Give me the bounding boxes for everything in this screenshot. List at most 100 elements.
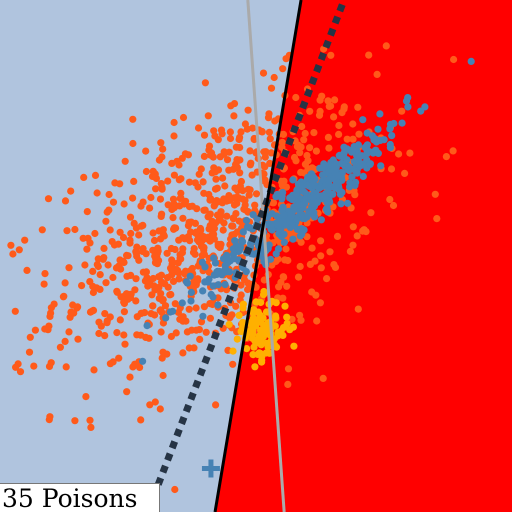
orange-cluster-point [267,84,276,92]
gold-cluster-point [251,363,259,371]
blue-cluster-point [249,211,257,219]
orange-cluster-point [169,214,177,222]
orange-cluster-point [124,252,132,260]
orange-cluster-point [121,340,129,348]
orange-cluster-point [104,261,112,269]
blue-cluster-point [398,119,406,127]
data-points [7,42,475,494]
orange-cluster-point [197,165,205,173]
orange-cluster-point [62,363,70,371]
blue-cluster-point [243,216,251,225]
orange-cluster-point [95,329,103,338]
orange-cluster-point [186,267,194,275]
orange-cluster-point [167,332,175,341]
orange-cluster-point [159,348,167,356]
orange-cluster-point [279,65,287,73]
orange-cluster-point [191,179,199,187]
orange-cluster-point [230,230,238,238]
orange-cluster-point [65,328,73,336]
orange-cluster-point [86,278,94,286]
blue-cluster-point [358,152,366,160]
orange-cluster-point [45,362,54,370]
orange-cluster-point [206,314,214,322]
orange-cluster-point [113,287,121,295]
orange-cluster-point [170,132,178,140]
orange-cluster-point [116,228,124,236]
blue-cluster-point [353,169,361,177]
orange-cluster-point [241,201,249,209]
orange-cluster-point [147,310,155,318]
blue-cluster-point [321,192,329,200]
blue-cluster-point [285,215,294,224]
blue-cluster-point [467,57,475,65]
blue-cluster-point [199,312,207,320]
orange-cluster-point [282,245,290,253]
orange-cluster-point [169,258,177,267]
poison-point-marker [201,459,220,478]
orange-cluster-point [265,110,273,118]
orange-cluster-point [208,149,216,157]
gold-cluster-point [235,311,243,319]
blue-cluster-point [223,253,231,261]
orange-cluster-point [91,171,100,179]
orange-cluster-point [354,305,362,313]
blue-cluster-point [354,141,362,150]
orange-cluster-point [401,169,409,177]
blue-cluster-point [374,125,382,133]
orange-cluster-point [260,177,268,185]
orange-cluster-point [86,416,94,424]
orange-cluster-point [171,300,179,308]
orange-cluster-point [86,239,94,247]
orange-cluster-point [335,121,343,130]
orange-cluster-point [343,135,351,143]
orange-cluster-point [50,300,58,308]
blue-cluster-point [268,210,276,218]
orange-cluster-point [96,271,104,279]
orange-cluster-point [292,93,300,102]
orange-cluster-point [163,249,171,257]
orange-cluster-point [151,259,160,267]
orange-cluster-point [80,173,88,181]
orange-cluster-point [149,229,157,237]
orange-cluster-point [221,182,229,190]
blue-cluster-point [265,241,273,249]
orange-cluster-point [200,303,208,311]
orange-cluster-point [311,257,319,265]
gold-cluster-point [274,332,282,340]
orange-cluster-point [157,212,165,220]
orange-cluster-point [71,417,79,425]
orange-cluster-point [284,365,293,373]
gold-cluster-point [249,351,257,359]
orange-cluster-point [191,250,199,258]
orange-cluster-point [387,165,396,173]
orange-cluster-point [142,268,150,276]
orange-cluster-point [252,190,261,198]
orange-cluster-point [218,130,226,138]
orange-cluster-point [185,203,194,211]
orange-cluster-point [59,293,67,301]
orange-cluster-point [294,273,303,281]
orange-cluster-point [78,282,86,290]
orange-cluster-point [330,261,338,269]
orange-cluster-point [127,229,135,238]
orange-cluster-point [9,250,17,258]
gold-cluster-point [250,343,258,351]
gold-cluster-point [286,326,294,334]
blue-cluster-point [309,193,317,201]
orange-cluster-point [226,128,234,136]
gold-cluster-point [272,343,281,351]
orange-cluster-point [202,328,210,336]
orange-cluster-point [150,236,159,245]
orange-cluster-point [181,270,189,278]
orange-cluster-point [170,118,178,127]
blue-cluster-point [301,188,309,196]
poison-count-caption: 35 Poisons [0,483,160,513]
orange-cluster-point [326,248,334,256]
blue-cluster-point [280,211,288,219]
orange-cluster-point [179,245,187,253]
orange-cluster-point [103,208,111,216]
orange-cluster-point [200,152,208,160]
gold-cluster-point [283,313,291,321]
orange-cluster-point [297,168,305,176]
reference-line [246,0,286,512]
